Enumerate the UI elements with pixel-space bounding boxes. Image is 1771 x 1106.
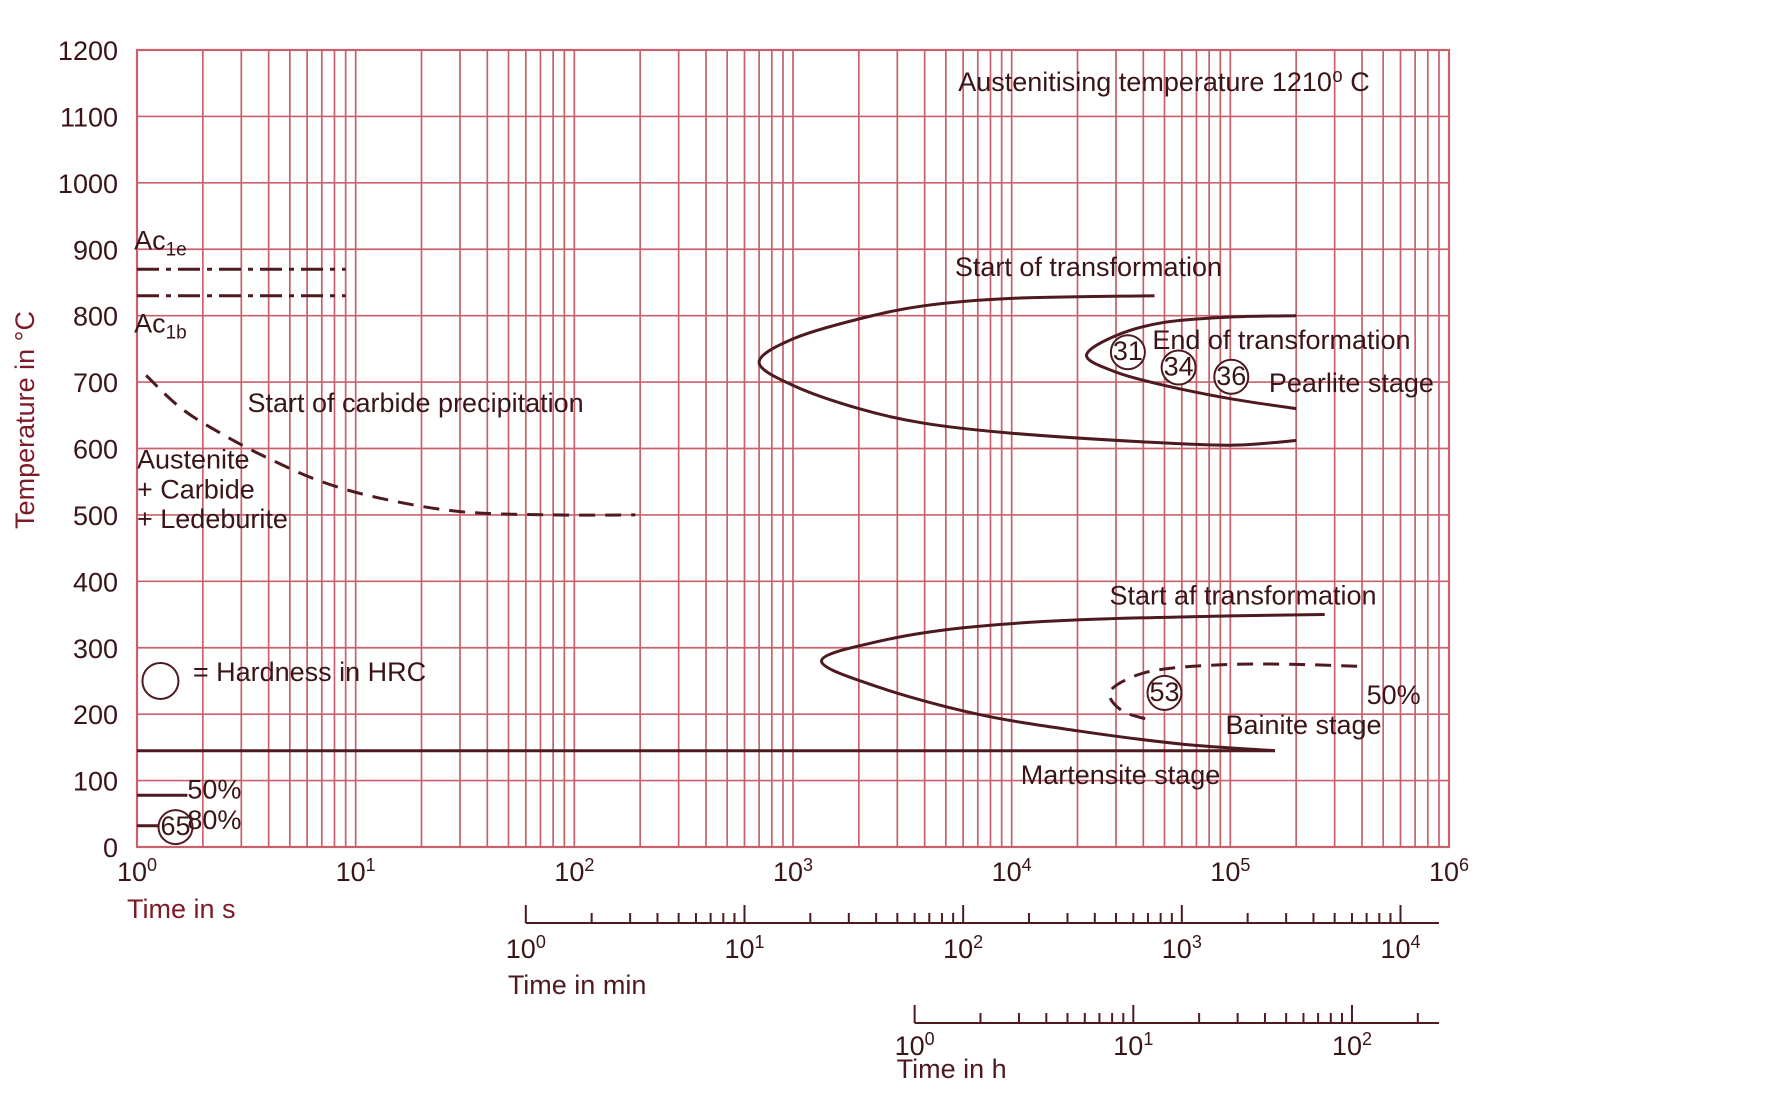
- hardness-circle: [1146, 674, 1183, 711]
- y-tick-label: 1200: [58, 36, 118, 66]
- y-tick-label: 900: [73, 235, 118, 265]
- annotation-label: Start of carbide precipitation: [247, 388, 583, 418]
- y-tick-label: 400: [73, 567, 118, 597]
- annotation-label: Start of transformation: [955, 252, 1222, 282]
- annotation-label: 50%: [1367, 680, 1421, 710]
- y-tick-label: 700: [73, 368, 118, 398]
- annotation-label: 50%: [187, 775, 241, 805]
- x-tick-label: 106: [1429, 855, 1469, 887]
- secondary-tick-label: 102: [1332, 1029, 1372, 1061]
- legend-circle-symbol: [141, 661, 180, 700]
- hardness-value: 36: [1216, 361, 1246, 391]
- y-tick-label: 100: [73, 767, 118, 797]
- y-tick-label: 0: [103, 833, 118, 863]
- plot-grid: [135, 48, 1451, 849]
- curve-solid: [819, 613, 1325, 753]
- secondary-axis-title: Time in h: [897, 1054, 1007, 1084]
- y-tick-label: 1100: [60, 102, 118, 132]
- secondary-tick-label: 100: [895, 1029, 935, 1061]
- annotation-label: + Ledeburite: [137, 504, 288, 534]
- curve-dashed: [1107, 662, 1358, 721]
- annotation-label: Pearlite stage: [1269, 368, 1434, 398]
- annotation-label: Bainite stage: [1225, 710, 1381, 740]
- x-tick-label: 103: [773, 855, 813, 887]
- annotation-label: 80%: [187, 805, 241, 835]
- transformation-curves: [137, 267, 1358, 828]
- y-tick-label: 500: [73, 501, 118, 531]
- x-tick-label: 101: [336, 855, 376, 887]
- y-tick-label: 600: [73, 435, 118, 465]
- secondary-axis-title: Time in min: [508, 970, 647, 1000]
- annotation-label: = Hardness in HRC: [193, 657, 426, 687]
- x-axis-ticks: 100 101 102 103 104 105 106: [117, 855, 1469, 887]
- x-tick-label: 104: [992, 855, 1032, 887]
- curve-solid: [757, 294, 1297, 447]
- hardness-value: 31: [1113, 336, 1143, 366]
- curve-solid: [1084, 314, 1297, 411]
- x-tick-label: 105: [1210, 855, 1250, 887]
- hardness-value: 53: [1149, 677, 1179, 707]
- y-axis-ticks: 0 100 200 300 400 500 600 700 800 900 1000 1100 1200: [58, 36, 118, 863]
- annotation-label: Start af transformation: [1109, 581, 1376, 611]
- hardness-circle: [157, 809, 194, 846]
- chart-subtitle: Austenitising temperature 1210⁰ C: [958, 67, 1370, 97]
- secondary-tick-label: 103: [1162, 932, 1202, 964]
- annotation-label: Ac1b: [134, 308, 187, 343]
- hardness-value: 65: [160, 811, 190, 841]
- hardness-circle: [1109, 334, 1146, 371]
- hardness-markers: 31 34 36 53 65: [141, 334, 1250, 846]
- secondary-tick-label: 104: [1380, 932, 1420, 964]
- hardness-circle: [1213, 358, 1250, 395]
- x-tick-label: 100: [117, 855, 157, 887]
- hardness-circle: [1160, 349, 1197, 386]
- annotation-label: Ac1e: [134, 225, 187, 260]
- secondary-tick-label: 102: [943, 932, 983, 964]
- curve-annotations: Ac1e Ac1b Start of carbide precipitation Au…: [134, 225, 1434, 835]
- secondary-tick-label: 100: [506, 932, 546, 964]
- x-axis-title: Time in s: [127, 894, 236, 924]
- annotation-label: End of transformation: [1152, 325, 1410, 355]
- hardness-value: 34: [1164, 351, 1194, 381]
- y-axis-title: Temperature in °C: [10, 311, 40, 529]
- annotation-label: Martensite stage: [1021, 760, 1221, 790]
- y-tick-label: 200: [73, 700, 118, 730]
- secondary-tick-label: 101: [724, 932, 764, 964]
- x-tick-label: 102: [554, 855, 594, 887]
- y-tick-label: 800: [73, 302, 118, 332]
- annotation-label: Austenite: [137, 444, 250, 474]
- y-tick-label: 300: [73, 634, 118, 664]
- curve-dashed: [145, 374, 636, 517]
- secondary-time-axes: 100 101 102 103 104 Time in min 100 101 102 Time …: [506, 905, 1439, 1084]
- y-tick-label: 1000: [58, 169, 118, 199]
- secondary-tick-label: 101: [1113, 1029, 1153, 1061]
- annotation-label: + Carbide: [137, 474, 255, 504]
